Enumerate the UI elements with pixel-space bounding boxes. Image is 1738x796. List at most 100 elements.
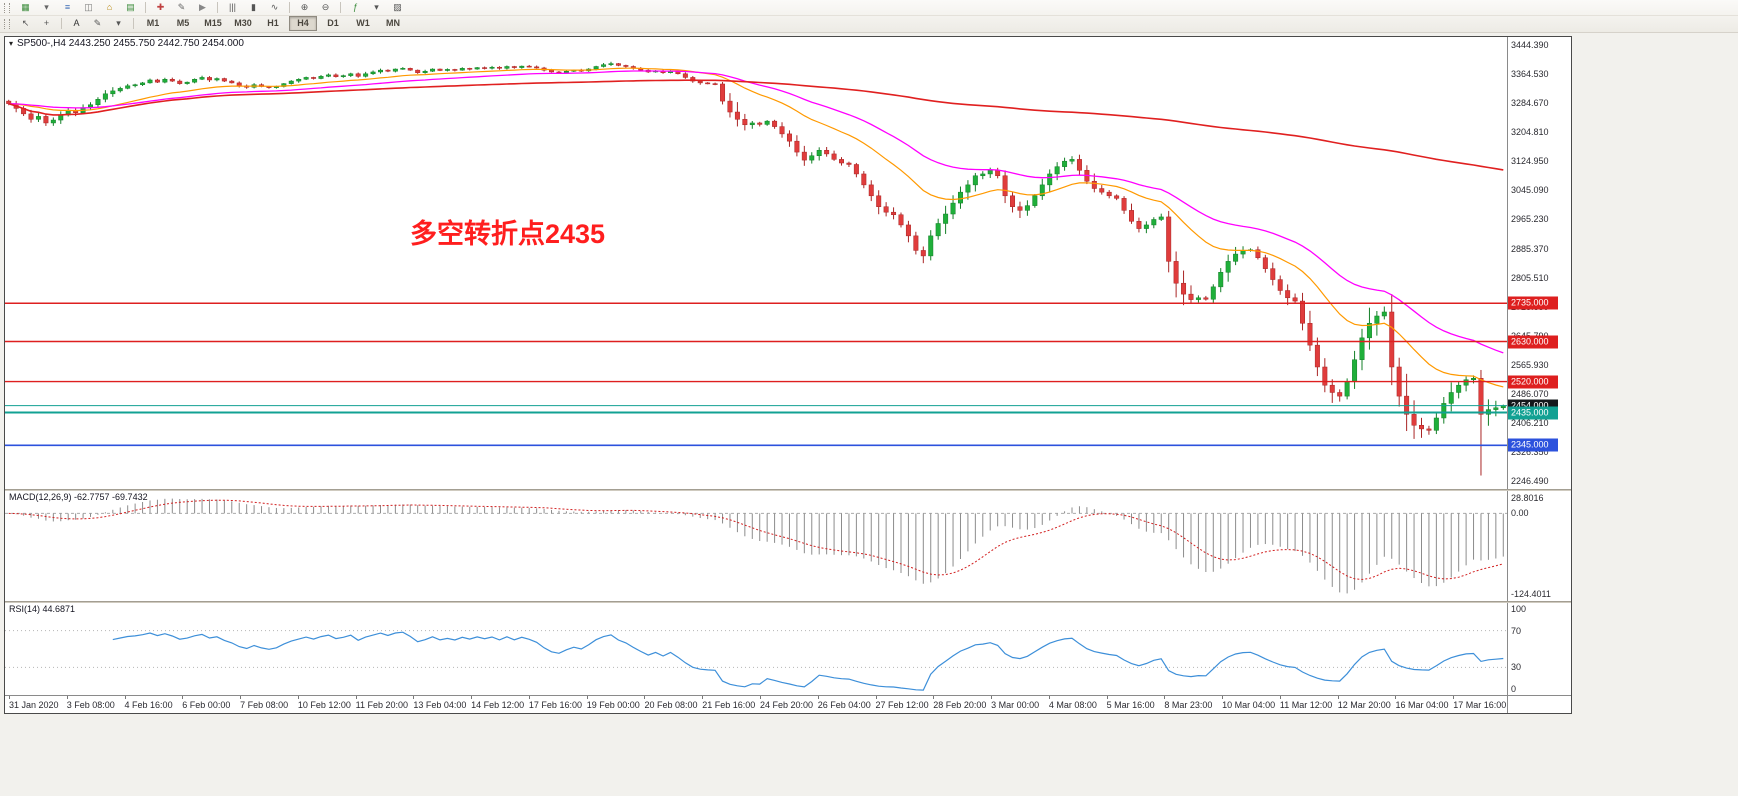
toolbar-row-main: ▦ ▾ ≡ ◫ ⌂ ▤ ✚ ✎ ▶ ||| ▮ ∿ ⊕ ⊖ ƒ ▾ ▨ <box>0 0 1738 16</box>
macd-tick-label: 0.00 <box>1511 508 1529 519</box>
draw-tools-icon[interactable]: ✎ <box>93 18 102 28</box>
price-chart-canvas[interactable]: 多空转折点2435 ▾ SP500-,H4 2443.250 2455.750 … <box>5 37 1507 489</box>
time-tick <box>1279 696 1281 699</box>
new-chart-icon[interactable]: ▦ <box>21 2 30 12</box>
chart-title-text: SP500-,H4 2443.250 2455.750 2442.750 245… <box>17 38 244 49</box>
time-tick <box>586 696 588 699</box>
time-tick <box>1395 696 1397 699</box>
price-tick-label: 2565.930 <box>1511 359 1549 370</box>
toolbar-drag-handle[interactable] <box>4 2 10 13</box>
toolbar-separator <box>145 2 146 13</box>
tf-M30[interactable]: M30 <box>234 18 252 28</box>
time-tick-label: 19 Feb 00:00 <box>586 700 640 710</box>
chart-profiles-icon[interactable]: ▾ <box>44 2 49 12</box>
time-tick <box>1164 696 1166 699</box>
tf-M5[interactable]: M5 <box>176 18 190 28</box>
time-tick-label: 11 Feb 20:00 <box>355 700 408 710</box>
tf-D1[interactable]: D1 <box>327 18 339 28</box>
time-tick-label: 17 Mar 16:00 <box>1453 700 1507 710</box>
pane-splitter-macd[interactable] <box>5 489 1571 491</box>
price-tick-label: 2885.370 <box>1511 243 1549 254</box>
time-tick-label: 4 Mar 08:00 <box>1048 700 1097 710</box>
new-order-icon[interactable]: ✚ <box>156 2 165 12</box>
time-tick-label: 28 Feb 20:00 <box>933 700 987 710</box>
time-tick <box>9 696 10 699</box>
price-tick-label: 3284.670 <box>1511 98 1549 108</box>
cursor-icon[interactable]: ↖ <box>21 18 30 28</box>
tf-H4[interactable]: H4 <box>289 16 317 31</box>
time-tick <box>528 696 530 699</box>
toolbar-drag-handle-2[interactable] <box>4 18 10 29</box>
time-tick-label: 3 Mar 00:00 <box>991 700 1040 710</box>
terminal-icon[interactable]: ▤ <box>126 2 135 12</box>
time-tick-label: 17 Feb 16:00 <box>528 700 582 710</box>
tf-M1[interactable]: M1 <box>146 18 160 28</box>
time-tick <box>182 696 184 699</box>
time-tick <box>991 696 993 699</box>
time-tick <box>702 696 704 699</box>
time-tick-label: 16 Mar 04:00 <box>1395 700 1449 710</box>
chart-dropdown-icon[interactable]: ▾ <box>9 39 14 48</box>
data-window-icon[interactable]: ◫ <box>84 2 93 12</box>
rsi-axis: 100 70 30 0 <box>1507 603 1570 695</box>
time-tick-label: 21 Feb 16:00 <box>702 700 756 710</box>
navigator-icon[interactable]: ⌂ <box>106 2 113 12</box>
price-pane: 多空转折点2435 ▾ SP500-,H4 2443.250 2455.750 … <box>5 37 1571 489</box>
rsi-tick-label: 70 <box>1511 625 1522 636</box>
annotation-text: 多空转折点2435 <box>410 218 605 249</box>
macd-label: MACD(12,26,9) -62.7757 -69.7432 <box>9 492 148 502</box>
time-tick-label: 8 Mar 23:00 <box>1164 700 1213 710</box>
time-tick-label: 10 Mar 04:00 <box>1222 700 1276 710</box>
draw-tools-dropdown-icon[interactable]: ▾ <box>116 18 121 28</box>
tf-H1[interactable]: H1 <box>267 18 279 28</box>
rsi-label: RSI(14) 44.6871 <box>9 604 76 614</box>
price-tick-label: 2805.510 <box>1511 272 1549 283</box>
price-axis[interactable]: 3444.390 3364.530 3284.670 3204.810 3124.950… <box>1507 37 1570 489</box>
price-tick-label: 3204.810 <box>1511 127 1549 138</box>
macd-tick-label: 28.8016 <box>1511 493 1544 503</box>
text-label-icon[interactable]: A <box>73 18 80 28</box>
price-tick-label: 3124.950 <box>1511 156 1549 167</box>
tf-MN[interactable]: MN <box>386 18 400 28</box>
rsi-chart-canvas[interactable]: RSI(14) 44.6871 <box>5 603 1507 695</box>
bars-chart-icon[interactable]: ||| <box>228 2 236 12</box>
indicators-icon[interactable]: ƒ <box>352 2 358 12</box>
market-watch-icon[interactable]: ≡ <box>64 2 71 12</box>
tf-M15[interactable]: M15 <box>204 18 222 28</box>
time-tick-label: 26 Feb 04:00 <box>817 700 871 710</box>
line-chart-icon[interactable]: ∿ <box>270 2 279 12</box>
rsi-tick-label: 100 <box>1511 604 1527 614</box>
time-axis[interactable]: 31 Jan 2020 3 Feb 08:00 4 Feb 16:00 6 Feb 0… <box>5 696 1507 713</box>
price-tick-label: 2246.490 <box>1511 476 1549 487</box>
crosshair-icon[interactable]: + <box>43 18 50 28</box>
metaeditor-icon[interactable]: ✎ <box>177 2 186 12</box>
pane-splitter-rsi[interactable] <box>5 601 1571 603</box>
price-tick-label: 2486.070 <box>1511 388 1549 399</box>
time-tick <box>875 696 877 699</box>
time-tick <box>1222 696 1224 699</box>
time-tick-label: 10 Feb 12:00 <box>297 700 351 710</box>
time-tick <box>66 696 68 699</box>
time-tick <box>760 696 761 699</box>
time-tick-label: 27 Feb 12:00 <box>875 700 929 710</box>
toolbar-separator <box>217 2 218 13</box>
tf-W1[interactable]: W1 <box>356 18 370 28</box>
zoom-out-icon[interactable]: ⊖ <box>321 2 330 12</box>
price-flag-2435.000: 2435.000 <box>1508 406 1558 419</box>
toolbar-separator <box>133 18 134 29</box>
periods-dropdown-icon[interactable]: ▾ <box>374 2 379 12</box>
autotrading-icon[interactable]: ▶ <box>199 2 206 12</box>
timeframe-buttons: M1 M5 M15 M30 H1 H4 D1 W1 MN <box>138 16 408 31</box>
time-tick-label: 12 Mar 20:00 <box>1337 700 1391 710</box>
zoom-in-icon[interactable]: ⊕ <box>300 2 309 12</box>
templates-icon[interactable]: ▨ <box>393 2 402 12</box>
time-tick <box>124 696 126 699</box>
price-flag-2345.000: 2345.000 <box>1508 438 1558 452</box>
rsi-chart-svg <box>5 630 1507 691</box>
time-tick-label: 31 Jan 2020 <box>9 700 59 710</box>
candlesticks-chart-icon[interactable]: ▮ <box>251 2 256 12</box>
time-tick-label: 24 Feb 20:00 <box>760 700 814 710</box>
macd-chart-canvas[interactable]: MACD(12,26,9) -62.7757 -69.7432 <box>5 491 1507 601</box>
time-tick <box>471 696 473 699</box>
